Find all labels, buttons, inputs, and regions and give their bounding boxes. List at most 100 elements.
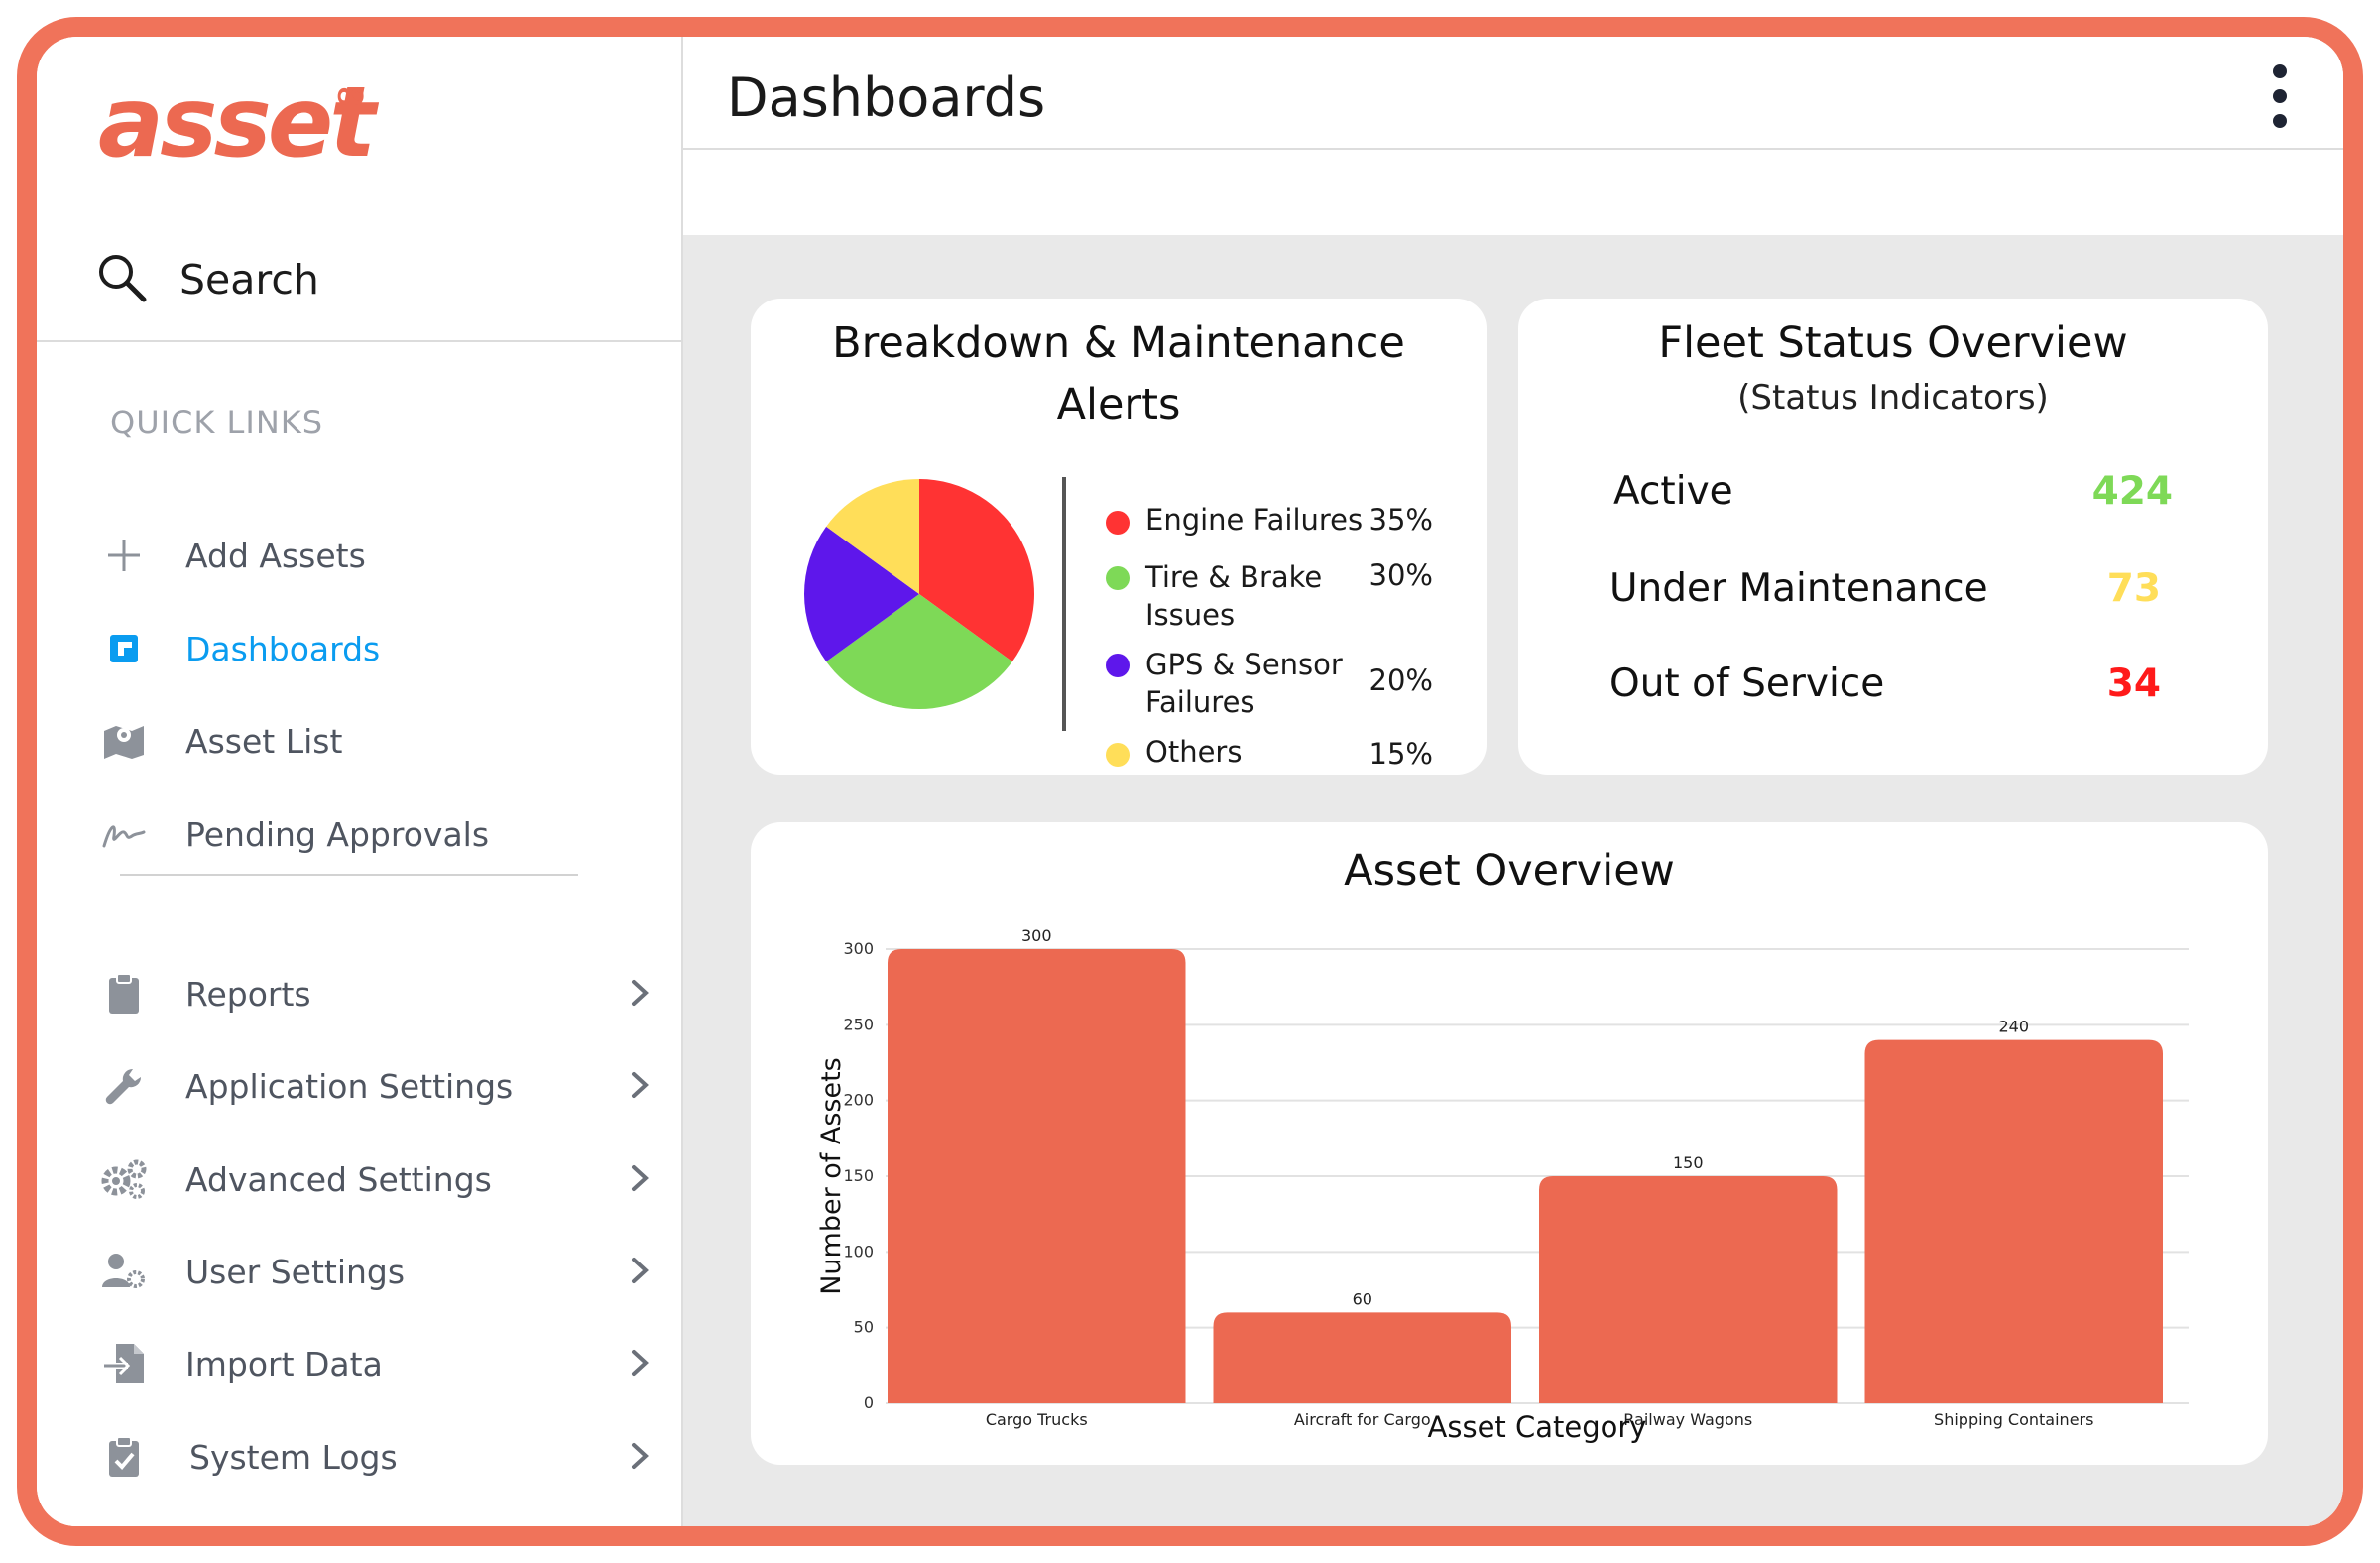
legend-percent: 30% [1368,558,1433,592]
sidebar-item-label: Reports [185,974,311,1014]
clipboard-icon [100,970,148,1018]
legend-dot [1106,566,1130,590]
sidebar-item-dashboards[interactable]: Dashboards [100,619,655,678]
alerts-pie-chart [804,479,1034,709]
legend-label-cont: Issues [1145,598,1236,632]
legend-label: Others [1145,735,1243,769]
x-tick-label: Shipping Containers [1934,1410,2093,1429]
pie-slice [804,526,919,662]
status-label-active: Active [1613,469,1733,514]
sidebar-item-pending-approvals[interactable]: Pending Approvals [100,804,655,864]
page-title: Dashboards [727,66,1046,129]
chevron-right-icon [630,1256,650,1289]
sidebar-divider [120,874,578,876]
legend-item: Others [1106,735,1242,769]
sidebar-item-label: Dashboards [185,629,381,668]
legend-item: Tire & Brake Issues [1106,558,1322,634]
signature-icon [100,810,148,858]
sidebar-item-asset-list[interactable]: Asset List [100,711,655,771]
header-bar: Dashboards [683,37,2343,235]
sidebar-item-user-settings[interactable]: User Settings [100,1242,655,1301]
fleet-status-card: Fleet Status Overview (Status Indicators… [1518,299,2268,775]
sidebar-item-import-data[interactable]: Import Data [100,1334,655,1393]
bar [1539,1176,1838,1403]
sidebar-item-label: Application Settings [185,1066,514,1106]
sidebar-item-advanced-settings[interactable]: Advanced Settings [100,1149,655,1209]
legend-percent: 15% [1368,737,1433,771]
gears-icon [100,1155,148,1203]
legend-item: GPS & Sensor Failures [1106,646,1343,721]
bar [1864,1039,2163,1403]
sidebar-item-label: Add Assets [185,536,366,575]
legend-dot [1106,654,1130,677]
chevron-right-icon [630,978,650,1012]
sidebar-item-label: Asset List [185,721,343,761]
y-tick-label: 150 [843,1166,874,1185]
legend-label-cont: Failures [1145,685,1255,719]
more-options-icon[interactable] [2270,64,2290,128]
sidebar-item-label: System Logs [189,1437,398,1477]
sidebar-item-label: Advanced Settings [185,1159,492,1199]
alerts-card: Breakdown & Maintenance Alerts Engine Fa… [751,299,1487,775]
legend-percent: 20% [1368,663,1433,697]
legend-percent: 35% [1368,503,1433,537]
pie-slice [919,479,1034,662]
y-tick-label: 50 [854,1318,874,1337]
chevron-right-icon [630,1070,650,1104]
alerts-card-title-line1: Breakdown & Maintenance [832,318,1405,368]
sidebar-item-reports[interactable]: Reports [100,964,655,1023]
bar-value-label: 60 [1353,1289,1372,1308]
file-import-icon [100,1340,148,1387]
bar-value-label: 240 [1998,1018,2029,1036]
legend-dot [1106,743,1130,767]
y-tick-label: 200 [843,1091,874,1110]
sidebar-item-label: Import Data [185,1344,383,1383]
sidebar-item-application-settings[interactable]: Application Settings [100,1056,655,1116]
y-tick-label: 250 [843,1015,874,1033]
sidebar-divider [37,340,683,342]
map-icon [100,717,148,765]
legend-item: Engine Failures [1106,503,1363,537]
user-cog-icon [100,1248,148,1295]
sidebar-item-add-assets[interactable]: Add Assets [100,526,655,585]
fleet-card-title: Fleet Status Overview [1658,318,2128,368]
legend-dot [1106,511,1130,535]
search-label: Search [179,256,319,303]
app-window: asset ∞ Search QUICK LINKS Add Assets Da… [37,37,2343,1526]
bar [1213,1312,1511,1403]
status-label-out-of-service: Out of Service [1609,661,1885,706]
header-divider [683,148,2343,150]
search-icon [94,250,150,309]
x-tick-label: Railway Wagons [1623,1410,1752,1429]
y-axis-label: Number of Assets [816,1057,847,1295]
bar [888,949,1186,1403]
sidebar: asset ∞ Search QUICK LINKS Add Assets Da… [37,37,683,1526]
sidebar-item-system-logs[interactable]: System Logs [100,1427,655,1487]
sidebar-item-label: User Settings [185,1252,406,1291]
legend-label: GPS & Sensor [1145,648,1343,681]
main-content: Dashboards Breakdown & Maintenance Alert… [683,37,2343,1526]
asset-overview-bar-chart: 0 50 100 150 200 250 300 300 Cargo Trucks 60 Aircr… [816,926,2189,1444]
logo-text: asset [98,66,376,180]
y-tick-label: 300 [843,939,874,958]
chevron-right-icon [630,1441,650,1475]
pie-slice [826,594,1012,709]
x-axis-label: Asset Category [1428,1410,1647,1444]
bar-value-label: 150 [1673,1153,1704,1172]
quick-links-heading: QUICK LINKS [110,404,324,441]
chevron-right-icon [630,1348,650,1382]
asset-logo[interactable]: asset ∞ [98,72,376,183]
search-button[interactable]: Search [94,245,319,314]
y-tick-label: 0 [864,1393,874,1412]
status-value-out-of-service: 34 [2106,661,2161,706]
fleet-card-subtitle: (Status Indicators) [1737,378,2049,418]
logo-infinity-mark: ∞ [334,72,368,118]
status-value-under-maintenance: 73 [2106,566,2161,611]
sidebar-item-label: Pending Approvals [185,814,490,854]
plus-icon [100,532,148,579]
clipboard-check-icon [100,1433,148,1481]
alerts-card-title-line2: Alerts [1056,380,1181,429]
legend-label: Tire & Brake [1145,560,1323,594]
chevron-right-icon [630,1163,650,1197]
asset-overview-card: Asset Overview 0 50 100 150 200 250 300 300 Carg… [751,822,2268,1465]
